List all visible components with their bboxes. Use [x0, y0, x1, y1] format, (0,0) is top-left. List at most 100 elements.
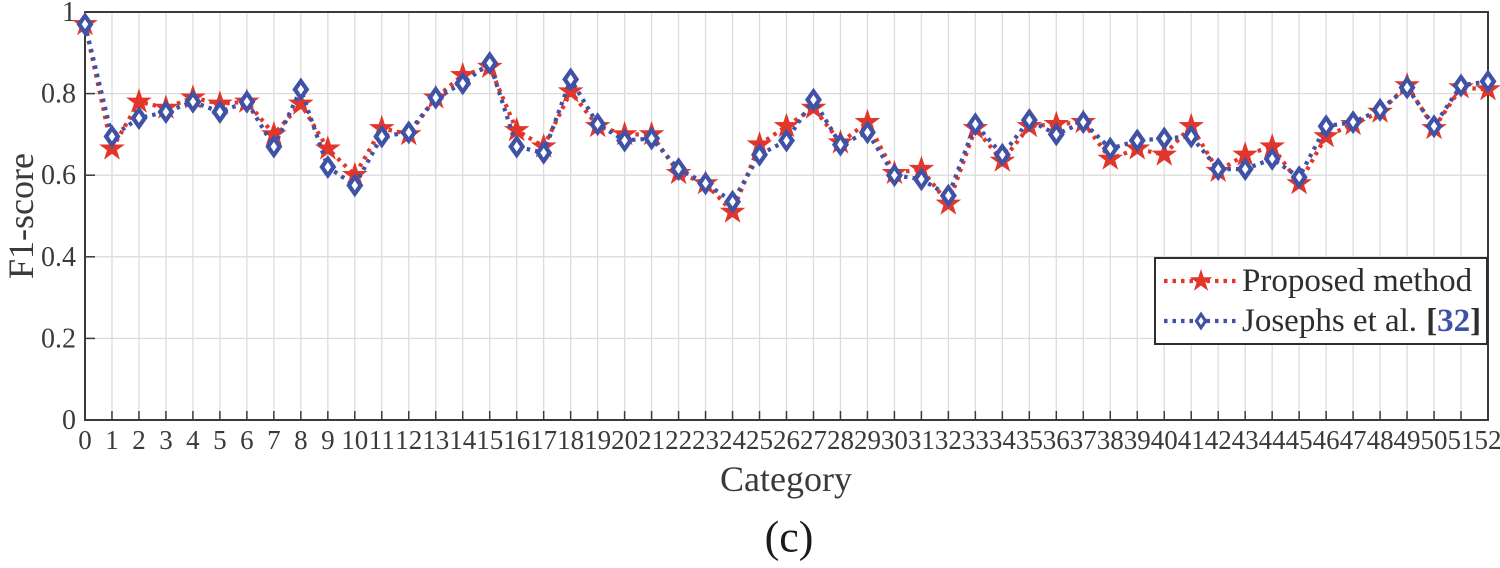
svg-text:15: 15 [476, 425, 503, 455]
diamond-marker-face [1187, 131, 1195, 142]
diamond-marker-face [918, 174, 925, 185]
diamond-marker-face [513, 141, 520, 152]
diamond-marker-face [1403, 82, 1411, 93]
diamond-marker-face [1160, 133, 1168, 144]
svg-text:28: 28 [827, 425, 854, 455]
svg-text:37: 37 [1070, 425, 1097, 455]
diamond-marker-face [135, 113, 143, 123]
diamond-marker-face [216, 107, 224, 117]
diamond-marker-face [1457, 80, 1465, 91]
svg-text:52: 52 [1475, 425, 1500, 455]
star-marker [288, 90, 314, 115]
diamond-marker-face [567, 74, 574, 85]
star-marker [773, 112, 800, 138]
svg-text:0: 0 [78, 425, 92, 455]
svg-text:7: 7 [267, 425, 281, 455]
diamond-marker-face [675, 164, 682, 174]
svg-text:10: 10 [341, 425, 368, 455]
diamond-marker-face [945, 190, 952, 201]
svg-text:23: 23 [692, 425, 719, 455]
svg-text:14: 14 [449, 425, 477, 455]
svg-text:27: 27 [800, 425, 827, 455]
diamond-marker-face [243, 96, 251, 107]
svg-text:17: 17 [530, 425, 557, 455]
x-axis-label: Category [720, 459, 852, 499]
svg-text:20: 20 [611, 425, 638, 455]
diamond-marker-face [999, 150, 1006, 160]
diamond-marker-face [405, 127, 413, 138]
svg-text:49: 49 [1394, 425, 1421, 455]
diamond-marker-face [540, 147, 547, 158]
series-josephs [76, 12, 1497, 214]
legend-citation: [32] [1426, 302, 1482, 339]
svg-text:1: 1 [105, 425, 119, 455]
svg-text:47: 47 [1340, 425, 1367, 455]
diamond-marker-face [108, 131, 116, 142]
svg-text:45: 45 [1286, 425, 1313, 455]
svg-text:0.6: 0.6 [41, 160, 76, 191]
star-marker [503, 116, 530, 142]
diamond-marker-face [864, 127, 871, 138]
svg-text:22: 22 [665, 425, 692, 455]
svg-text:2: 2 [132, 425, 146, 455]
diamond-marker-face [486, 58, 494, 68]
diamond-marker-face [1214, 164, 1222, 174]
svg-text:48: 48 [1367, 425, 1394, 455]
legend-label-josephs: Josephs et al. [32] [1242, 302, 1482, 339]
diamond-marker-face [297, 84, 305, 95]
diamond-marker-face [1241, 164, 1249, 174]
diamond-marker-face [1268, 154, 1276, 164]
svg-text:31: 31 [908, 425, 935, 455]
star-marker [261, 120, 287, 146]
svg-text:21: 21 [638, 425, 665, 455]
diamond-marker-face [621, 135, 628, 146]
star-marker [1259, 133, 1285, 158]
legend-box: Proposed method Josephs et al. [32] [1154, 257, 1488, 345]
svg-text:35: 35 [1016, 425, 1043, 455]
subfigure-caption: (c) [764, 512, 814, 562]
svg-text:42: 42 [1205, 425, 1232, 455]
diamond-marker-face [783, 135, 790, 146]
diamond-marker-face [270, 141, 278, 152]
svg-text:32: 32 [935, 425, 962, 455]
diamond-marker-face [81, 19, 89, 30]
svg-text:36: 36 [1043, 425, 1070, 455]
diamond-marker-face [729, 196, 736, 207]
diamond-marker-face [459, 78, 467, 89]
legend-josephs-text: Josephs et al. [1242, 302, 1418, 339]
svg-text:34: 34 [989, 425, 1017, 455]
y-tick-labels: 0 0.2 0.4 0.6 0.8 1 [41, 0, 76, 436]
svg-text:9: 9 [321, 425, 335, 455]
star-marker [1151, 141, 1178, 166]
diamond-marker-face [810, 94, 817, 105]
legend-label-proposed-method: Proposed method [1242, 262, 1473, 299]
svg-text:24: 24 [719, 425, 747, 455]
legend-star-line-icon [1164, 269, 1238, 291]
svg-text:3: 3 [159, 425, 173, 455]
svg-text:40: 40 [1151, 425, 1178, 455]
svg-text:25: 25 [746, 425, 773, 455]
diamond-marker-face [1079, 117, 1087, 127]
diamond-marker-face [972, 119, 979, 129]
diamond-marker-face [648, 133, 655, 144]
diamond-marker-face [756, 150, 763, 160]
diamond-marker-face [1322, 121, 1330, 132]
diamond-marker-face [594, 119, 601, 129]
diamond-marker-face [1376, 105, 1384, 115]
legend-item-josephs: Josephs et al. [32] [1160, 301, 1486, 341]
svg-text:4: 4 [186, 425, 200, 455]
svg-text:18: 18 [557, 425, 584, 455]
gridlines [85, 12, 1489, 420]
diamond-marker-face [891, 170, 898, 180]
svg-text:30: 30 [881, 425, 908, 455]
svg-text:38: 38 [1097, 425, 1124, 455]
diamond-marker-face [351, 180, 359, 191]
svg-text:13: 13 [422, 425, 449, 455]
diamond-marker-face [162, 107, 170, 117]
star-marker [315, 135, 341, 160]
svg-text:41: 41 [1178, 425, 1205, 455]
diamond-marker-face [1106, 143, 1114, 154]
svg-text:0.8: 0.8 [41, 79, 76, 110]
series-line [82, 23, 1489, 216]
diamond-marker-face [189, 96, 197, 107]
